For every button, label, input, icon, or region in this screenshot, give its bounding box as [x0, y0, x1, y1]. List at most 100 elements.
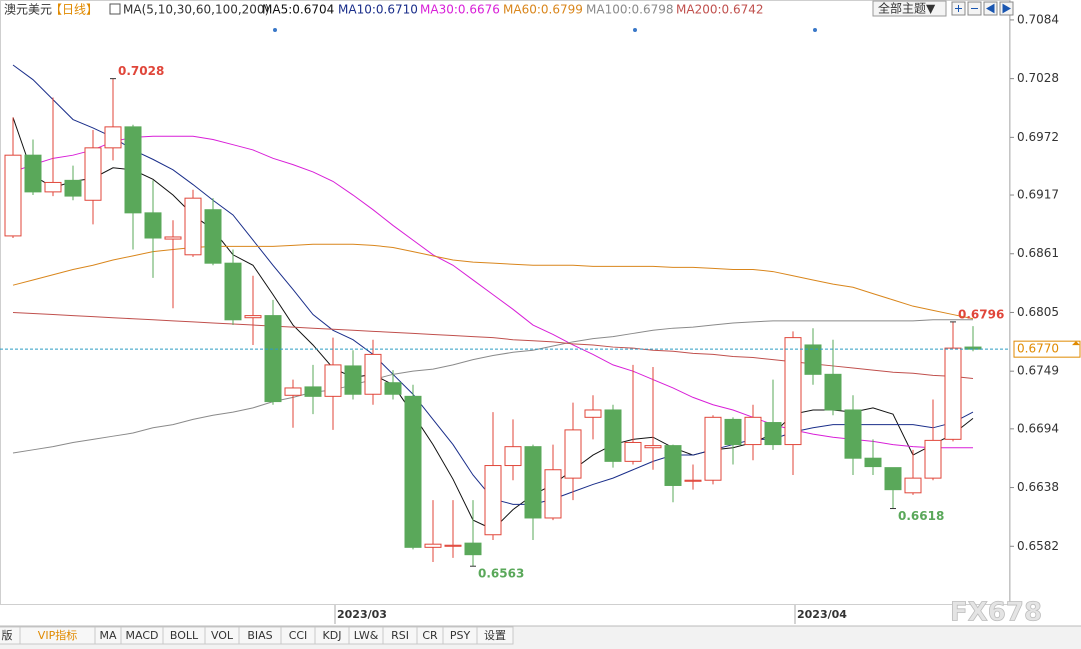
candle-body [264, 315, 282, 403]
candle-body [344, 365, 362, 395]
candle-body [704, 416, 722, 481]
y-tick-label: 0.7028 [1017, 71, 1059, 85]
candle-body [144, 212, 162, 239]
toolbar-label[interactable]: LW& [354, 629, 379, 642]
candle-body [744, 416, 762, 446]
instrument-name: 澳元美元 [4, 3, 52, 17]
legend-entry[interactable]: MA200:0.6742 [676, 3, 764, 17]
y-tick-label: 0.6972 [1017, 130, 1059, 144]
price-label: 0.6563 [478, 567, 524, 581]
y-tick-label: 0.6749 [1017, 364, 1059, 378]
toolbar-label[interactable]: CCI [289, 629, 308, 642]
candle-body [4, 154, 22, 237]
candle-body [524, 446, 542, 519]
candle-body [504, 446, 522, 467]
candle-body [424, 543, 442, 548]
candle-body [824, 373, 842, 411]
event-dot[interactable] [273, 28, 277, 32]
candle-body [384, 382, 402, 395]
candle-body [164, 236, 182, 240]
candle-body [364, 353, 382, 395]
icon-glyphs [955, 3, 1012, 14]
candle-body [44, 181, 62, 193]
candle-body [324, 364, 342, 397]
legend-bar [1, 1, 1009, 18]
price-label: 0.6796 [958, 307, 1004, 321]
candle-body [204, 209, 222, 264]
toolbar-label[interactable]: RSI [391, 629, 409, 642]
candle-body [224, 262, 242, 321]
candle-body [284, 387, 302, 396]
legend-entry[interactable]: MA30:0.6676 [420, 3, 500, 17]
candle-body [464, 542, 482, 556]
candle-body [644, 445, 662, 449]
candle-body [24, 154, 42, 193]
y-tick-label: 0.6582 [1017, 539, 1059, 553]
y-tick-label: 0.6694 [1017, 421, 1059, 435]
candle-body [604, 409, 622, 462]
y-tick-label: 0.6638 [1017, 480, 1059, 494]
candle-body [64, 179, 82, 197]
y-tick-label: 0.6917 [1017, 188, 1059, 202]
candle-body [924, 439, 942, 479]
ma-line [12, 319, 973, 454]
theme-button-label[interactable]: 全部主题▼ [878, 1, 936, 16]
toolbar-label[interactable]: VOL [211, 629, 234, 642]
candle-body [784, 337, 802, 446]
candle-body [624, 441, 642, 462]
candle-body [584, 409, 602, 418]
current-price-label: 0.6770 [1017, 342, 1059, 356]
legend-entry[interactable]: MA10:0.6710 [338, 3, 418, 17]
legend-entry[interactable]: MA100:0.6798 [586, 3, 674, 17]
period: 【日线】 [50, 3, 98, 17]
legend: MA5:0.6704 MA10:0.6710 MA30:0.6676 MA60:0.6… [262, 3, 764, 17]
legend-entry[interactable]: MA60:0.6799 [503, 3, 583, 17]
theme-button[interactable] [872, 0, 947, 17]
event-dot[interactable] [813, 28, 817, 32]
candle-body [404, 395, 422, 548]
toolbar-label[interactable]: MACD [126, 629, 159, 642]
ma-icon[interactable] [109, 3, 121, 15]
toolbar-label[interactable]: VIP指标 [38, 628, 77, 642]
current-price-box [1013, 340, 1081, 358]
toolbar-label[interactable]: CR [422, 629, 438, 642]
candle-body [684, 479, 702, 482]
candle-body [184, 197, 202, 256]
candle-body [804, 344, 822, 375]
current-price-arrow [1072, 341, 1080, 346]
event-dot[interactable] [633, 28, 637, 32]
candle-body [564, 429, 582, 479]
candle-body [904, 477, 922, 494]
candle-body [104, 126, 122, 149]
x-tick-label: 2023/03 [337, 608, 387, 621]
candle-body [664, 445, 682, 486]
candle-body [864, 457, 882, 468]
toolbar-label[interactable]: 设置 [484, 629, 506, 642]
candle-body [484, 465, 502, 536]
candle-body [304, 386, 322, 397]
candle-body [124, 126, 142, 214]
toolbar-label[interactable]: PSY [450, 629, 471, 642]
ma-label: MA(5,10,30,60,100,200) [123, 3, 269, 17]
candle-body [764, 422, 782, 446]
toolbar-label[interactable]: KDJ [323, 629, 342, 642]
y-tick-label: 0.6861 [1017, 246, 1059, 260]
toolbar-label[interactable]: 版 [2, 628, 13, 642]
toolbar-label[interactable]: BOLL [170, 629, 199, 642]
tool-icons [951, 1, 1014, 16]
candle-body [944, 347, 962, 440]
candle-body [724, 418, 742, 446]
x-tick-label: 2023/04 [797, 608, 847, 621]
ma-line [12, 135, 973, 449]
candle-body [444, 544, 462, 547]
toolbar-label[interactable]: MA [99, 629, 116, 642]
legend-entry[interactable]: MA5:0.6704 [262, 3, 334, 17]
toolbar-button[interactable] [476, 626, 514, 645]
price-label: 0.6618 [898, 509, 944, 523]
candle-body [544, 469, 562, 519]
toolbar-label[interactable]: BIAS [247, 629, 272, 642]
y-tick-label: 0.7084 [1017, 12, 1059, 26]
